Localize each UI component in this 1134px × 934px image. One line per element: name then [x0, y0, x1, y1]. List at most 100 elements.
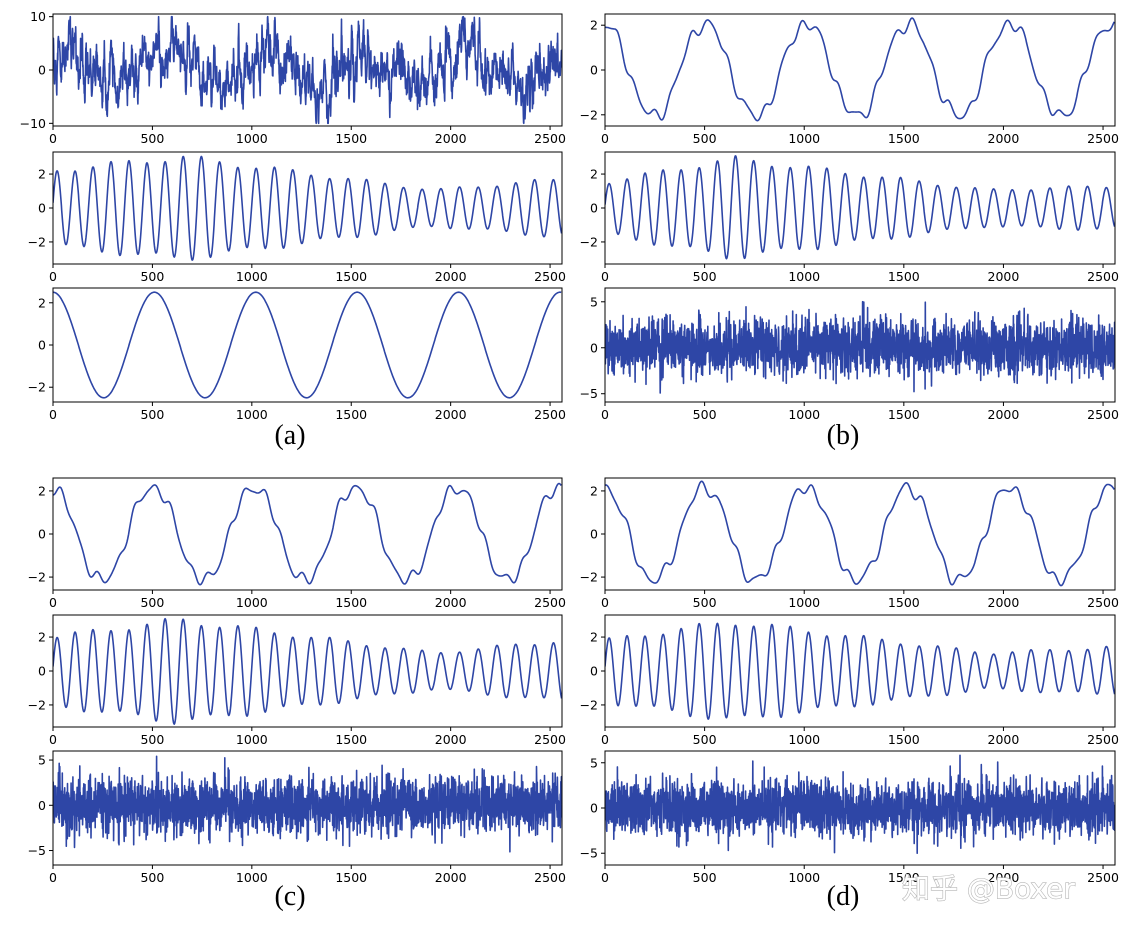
- y-tick-label: 0: [590, 664, 598, 679]
- y-tick-label: 2: [590, 167, 598, 182]
- x-tick-label: 0: [49, 732, 57, 747]
- watermark-text: 知乎 @Boxer: [902, 872, 1075, 905]
- x-tick-label: 2500: [534, 269, 566, 284]
- x-tick-label: 500: [693, 269, 717, 284]
- x-tick-label: 2000: [435, 407, 467, 422]
- series-line: [605, 155, 1115, 260]
- y-tick-label: 2: [590, 18, 598, 33]
- x-tick-label: 1500: [335, 870, 367, 885]
- x-tick-label: 2500: [534, 407, 566, 422]
- x-tick-label: 0: [49, 407, 57, 422]
- x-tick-label: 500: [693, 870, 717, 885]
- x-tick-label: 2000: [988, 269, 1020, 284]
- panel-label-b: (b): [827, 420, 860, 451]
- x-tick-label: 0: [601, 269, 609, 284]
- x-tick-label: 2500: [1087, 407, 1119, 422]
- y-tick-label: −5: [28, 843, 46, 858]
- x-tick-label: 2500: [1087, 269, 1119, 284]
- y-tick-label: −2: [28, 570, 46, 585]
- y-tick-label: 2: [38, 483, 46, 498]
- y-tick-label: −2: [28, 234, 46, 249]
- x-tick-label: 2500: [534, 595, 566, 610]
- y-tick-label: 0: [590, 63, 598, 78]
- y-tick-label: 0: [590, 340, 598, 355]
- y-tick-label: −2: [28, 380, 46, 395]
- x-tick-label: 1500: [335, 595, 367, 610]
- y-tick-label: −5: [580, 846, 598, 861]
- x-tick-label: 1500: [335, 269, 367, 284]
- y-tick-label: 10: [30, 9, 46, 24]
- subplot-2: 0 500 1000 1500 2000 2500 2 0 −2: [28, 151, 566, 284]
- x-tick-label: 1000: [788, 595, 820, 610]
- y-tick-label: 5: [38, 753, 46, 768]
- axes-frame: [52, 750, 563, 866]
- series-line: [53, 617, 562, 725]
- x-tick-label: 500: [140, 269, 164, 284]
- series-line: [605, 480, 1115, 587]
- x-tick-label: 500: [140, 595, 164, 610]
- series-line: [53, 482, 562, 586]
- y-tick-label: 0: [38, 63, 46, 78]
- x-tick-label: 2500: [1087, 131, 1119, 146]
- series-line: [605, 17, 1115, 122]
- axes-frame: [604, 151, 1116, 265]
- panel-label-a: (a): [274, 420, 305, 451]
- x-tick-label: 2000: [988, 870, 1020, 885]
- y-tick-label: −2: [580, 697, 598, 712]
- x-tick-label: 500: [693, 595, 717, 610]
- x-tick-label: 1500: [335, 407, 367, 422]
- y-tick-label: 5: [590, 294, 598, 309]
- panel-label-c: (c): [274, 881, 305, 912]
- axes-frame: [604, 13, 1116, 127]
- x-tick-label: 2000: [435, 870, 467, 885]
- x-tick-label: 2500: [534, 870, 566, 885]
- x-tick-label: 2500: [534, 131, 566, 146]
- axes-frame: [604, 477, 1116, 591]
- x-tick-label: 0: [601, 595, 609, 610]
- x-tick-label: 2000: [988, 407, 1020, 422]
- x-tick-label: 500: [140, 732, 164, 747]
- series-line: [53, 155, 562, 261]
- x-tick-label: 0: [49, 269, 57, 284]
- y-tick-label: 2: [38, 167, 46, 182]
- y-tick-label: 2: [590, 630, 598, 645]
- x-tick-label: 0: [49, 131, 57, 146]
- x-tick-label: 500: [140, 407, 164, 422]
- y-tick-label: −2: [580, 234, 598, 249]
- axes-frame: [52, 151, 563, 265]
- x-tick-label: 1500: [335, 732, 367, 747]
- panel-label-d: (d): [827, 881, 860, 912]
- series-line: [53, 291, 562, 399]
- x-tick-label: 500: [140, 870, 164, 885]
- x-tick-label: 1000: [236, 870, 268, 885]
- x-tick-label: 1000: [788, 131, 820, 146]
- x-tick-label: 0: [601, 732, 609, 747]
- y-tick-label: −2: [580, 107, 598, 122]
- y-tick-label: 0: [38, 201, 46, 216]
- x-tick-label: 1000: [236, 732, 268, 747]
- x-tick-label: 1000: [788, 407, 820, 422]
- x-tick-label: 2000: [435, 732, 467, 747]
- x-tick-label: 500: [140, 131, 164, 146]
- y-tick-label: 0: [38, 664, 46, 679]
- axes-frame: [604, 287, 1116, 403]
- x-tick-label: 2000: [435, 131, 467, 146]
- y-tick-label: −5: [580, 386, 598, 401]
- x-tick-label: 500: [693, 732, 717, 747]
- y-tick-label: 2: [38, 630, 46, 645]
- x-tick-label: 2000: [988, 732, 1020, 747]
- y-tick-label: 0: [590, 801, 598, 816]
- y-tick-label: 2: [590, 483, 598, 498]
- x-tick-label: 1000: [788, 732, 820, 747]
- subplot-8: 0 500 1000 1500 2000 2500 2 0 −2: [28, 614, 566, 747]
- x-tick-label: 0: [49, 595, 57, 610]
- y-tick-label: 0: [38, 338, 46, 353]
- y-tick-label: 0: [590, 201, 598, 216]
- x-tick-label: 2000: [988, 131, 1020, 146]
- x-tick-label: 2500: [1087, 870, 1119, 885]
